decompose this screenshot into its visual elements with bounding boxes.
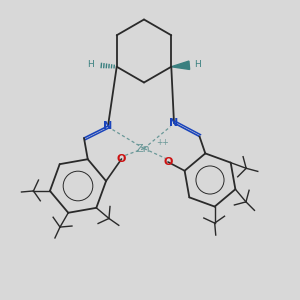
Text: N: N <box>103 121 112 131</box>
Text: H: H <box>87 60 94 69</box>
Text: N: N <box>169 118 178 128</box>
Text: Zn: Zn <box>135 143 150 154</box>
Text: O: O <box>117 154 126 164</box>
Text: H: H <box>194 60 201 69</box>
Polygon shape <box>171 61 190 69</box>
Text: O: O <box>163 157 173 167</box>
Text: ++: ++ <box>156 138 169 147</box>
